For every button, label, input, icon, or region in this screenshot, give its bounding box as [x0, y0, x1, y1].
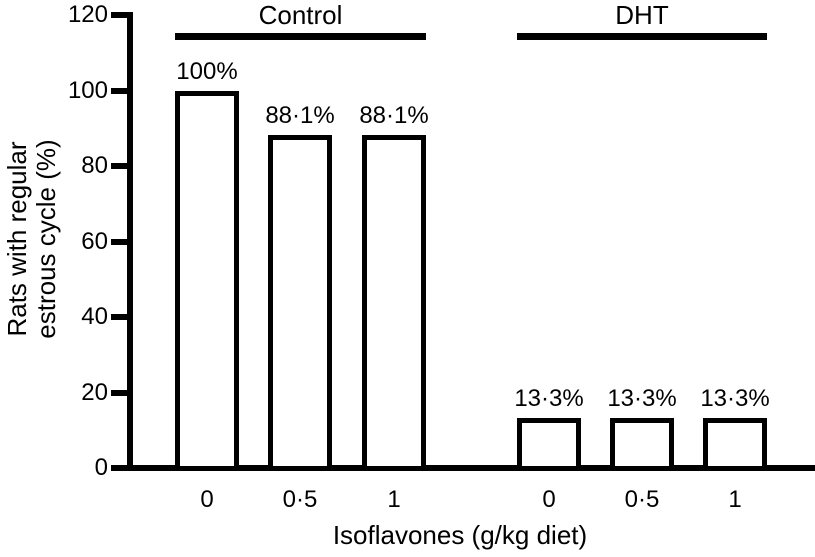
- x-tick-label: 1: [387, 486, 401, 513]
- bar: [175, 91, 239, 471]
- group-header-label-control: Control: [258, 0, 343, 30]
- group-header-line-dht: [517, 33, 767, 40]
- bar: [362, 135, 426, 471]
- group-header-line-control: [175, 33, 426, 40]
- bar: [268, 135, 332, 471]
- y-axis-line: [127, 12, 133, 471]
- y-tick-label: 120: [67, 1, 108, 28]
- x-axis-line: [111, 465, 815, 471]
- bar-value-label: 88·1%: [359, 102, 429, 129]
- bar-value-label: 100%: [176, 58, 238, 85]
- y-tick-mark: [111, 163, 128, 169]
- y-tick-mark: [111, 465, 128, 471]
- y-tick-label: 60: [81, 228, 108, 255]
- y-tick-label: 40: [81, 303, 108, 330]
- group-header-label-dht: DHT: [615, 0, 669, 30]
- y-tick-mark: [111, 12, 128, 18]
- y-tick-mark: [111, 314, 128, 320]
- x-tick-label: 0: [200, 486, 214, 513]
- bar: [610, 418, 674, 471]
- x-axis-title: Isoflavones (g/kg diet): [332, 520, 588, 550]
- y-tick-label: 100: [67, 77, 108, 104]
- x-tick-label: 0: [542, 486, 556, 513]
- bar: [517, 418, 581, 471]
- y-tick-mark: [111, 88, 128, 94]
- y-tick-label: 20: [81, 379, 108, 406]
- bar-value-label: 13·3%: [607, 385, 677, 412]
- bar-value-label: 88·1%: [265, 102, 335, 129]
- y-tick-label: 80: [81, 152, 108, 179]
- y-tick-mark: [111, 239, 128, 245]
- bar: [703, 418, 767, 471]
- x-tick-label: 1: [728, 486, 742, 513]
- x-tick-label: 0·5: [282, 486, 318, 513]
- bar-value-label: 13·3%: [514, 385, 584, 412]
- y-tick-mark: [111, 390, 128, 396]
- y-tick-label: 0: [94, 454, 108, 481]
- bar-value-label: 13·3%: [700, 385, 770, 412]
- y-axis-title-line1: Rats with regular: [2, 141, 32, 337]
- x-tick-label: 0·5: [624, 486, 660, 513]
